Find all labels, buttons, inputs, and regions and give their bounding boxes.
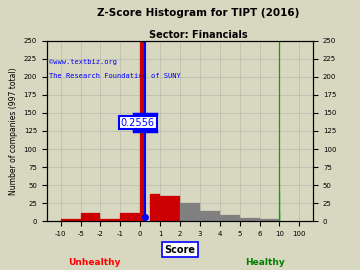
Text: ©www.textbiz.org: ©www.textbiz.org <box>49 59 117 65</box>
Bar <box>81 213 100 221</box>
Bar <box>240 218 260 221</box>
Text: Score: Score <box>165 245 195 255</box>
Text: Healthy: Healthy <box>246 258 285 266</box>
Text: Z-Score Histogram for TIPT (2016): Z-Score Histogram for TIPT (2016) <box>97 8 299 18</box>
Bar <box>150 194 160 221</box>
Y-axis label: Number of companies (997 total): Number of companies (997 total) <box>9 67 18 195</box>
Bar <box>160 196 180 221</box>
Bar <box>220 215 240 221</box>
Bar <box>100 218 120 221</box>
Text: Sector: Financials: Sector: Financials <box>149 30 247 40</box>
Bar <box>200 211 220 221</box>
Bar <box>140 42 145 221</box>
Bar <box>61 219 81 221</box>
Text: The Research Foundation of SUNY: The Research Foundation of SUNY <box>49 73 181 79</box>
Text: 0.2556: 0.2556 <box>121 118 155 128</box>
Bar <box>180 203 200 221</box>
Bar <box>260 219 279 221</box>
Text: Unhealthy: Unhealthy <box>68 258 121 266</box>
Bar <box>120 213 140 221</box>
